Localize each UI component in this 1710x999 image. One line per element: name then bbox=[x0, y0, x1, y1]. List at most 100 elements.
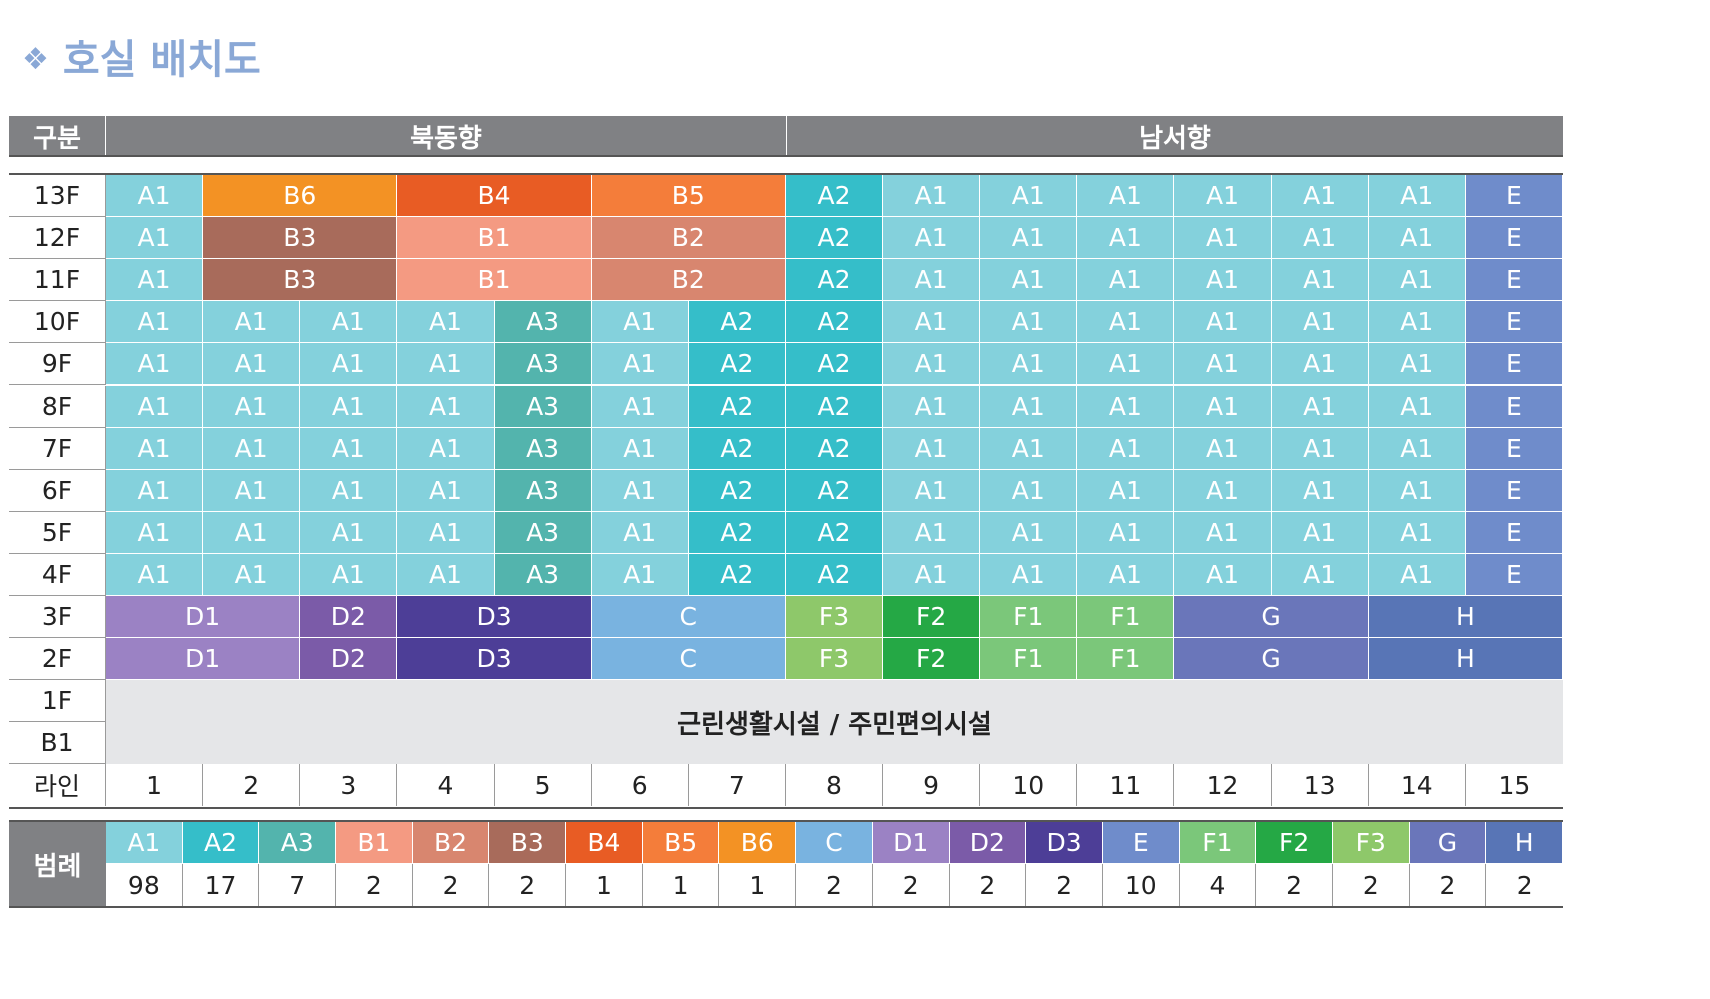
unit-cell: B2 bbox=[591, 259, 786, 302]
unit-cell: E bbox=[1465, 385, 1563, 428]
line-number: 5 bbox=[494, 764, 592, 807]
unit-cell: A1 bbox=[591, 511, 689, 554]
unit-cell: A2 bbox=[785, 427, 884, 470]
legend-count: 2 bbox=[489, 864, 567, 906]
line-number: 11 bbox=[1077, 764, 1175, 807]
floor-label: 9F bbox=[9, 343, 106, 386]
unit-cell: A1 bbox=[883, 511, 981, 554]
unit-cell: A2 bbox=[688, 511, 786, 554]
floor-label: 5F bbox=[9, 511, 106, 554]
common-facility-block: 근린생활시설 / 주민편의시설 bbox=[106, 680, 1563, 765]
legend-swatch: B2 bbox=[412, 822, 490, 864]
unit-cell: A1 bbox=[397, 553, 495, 596]
unit-cell: A3 bbox=[494, 343, 592, 386]
unit-cell: A1 bbox=[1077, 511, 1175, 554]
unit-cell: A1 bbox=[1174, 259, 1272, 302]
unit-cell: A1 bbox=[980, 385, 1078, 428]
legend-count: 1 bbox=[642, 864, 720, 906]
legend-count: 2 bbox=[412, 864, 490, 906]
unit-cell: A1 bbox=[883, 301, 981, 344]
unit-cell: A1 bbox=[883, 175, 981, 218]
unit-cell: D1 bbox=[106, 596, 301, 639]
diamond-cluster-icon: ❖ bbox=[22, 42, 49, 77]
legend-swatch: B6 bbox=[719, 822, 797, 864]
header-group-2: 남서향 bbox=[785, 116, 1563, 156]
unit-cell: A1 bbox=[883, 217, 981, 260]
unit-cell: A1 bbox=[106, 427, 204, 470]
unit-cell: A1 bbox=[397, 301, 495, 344]
unit-cell: A1 bbox=[1368, 385, 1466, 428]
table-top-rule bbox=[9, 173, 1563, 175]
legend-count: 4 bbox=[1179, 864, 1257, 906]
unit-cell: A2 bbox=[688, 427, 786, 470]
unit-cell: A1 bbox=[1368, 553, 1466, 596]
legend-swatch: G bbox=[1409, 822, 1487, 864]
unit-cell: H bbox=[1368, 638, 1563, 681]
floor-label: 4F bbox=[9, 553, 106, 596]
legend-swatch: A3 bbox=[259, 822, 337, 864]
unit-cell: A1 bbox=[300, 301, 398, 344]
unit-cell: B1 bbox=[397, 217, 592, 260]
unit-cell: A1 bbox=[1368, 175, 1466, 218]
unit-cell: A1 bbox=[300, 553, 398, 596]
unit-cell: A1 bbox=[1077, 385, 1175, 428]
line-number: 3 bbox=[300, 764, 398, 807]
unit-cell: E bbox=[1465, 217, 1563, 260]
legend-swatch: D2 bbox=[949, 822, 1027, 864]
unit-cell: A1 bbox=[1174, 175, 1272, 218]
legend-top-rule bbox=[9, 820, 1563, 822]
unit-cell: A1 bbox=[980, 343, 1078, 386]
legend-swatch: C bbox=[796, 822, 873, 864]
unit-cell: E bbox=[1465, 175, 1563, 218]
unit-cell: A3 bbox=[494, 553, 592, 596]
unit-cell: A1 bbox=[1271, 217, 1369, 260]
unit-cell: A3 bbox=[494, 301, 592, 344]
line-number: 1 bbox=[106, 764, 204, 807]
unit-cell: A1 bbox=[300, 469, 398, 512]
unit-cell: F1 bbox=[1077, 596, 1175, 639]
floor-label: 3F bbox=[9, 596, 106, 639]
unit-cell: A1 bbox=[1174, 343, 1272, 386]
legend-count: 2 bbox=[336, 864, 413, 906]
line-number: 2 bbox=[203, 764, 301, 807]
line-number: 6 bbox=[591, 764, 689, 807]
line-number: 15 bbox=[1465, 764, 1563, 807]
unit-cell: A1 bbox=[203, 553, 301, 596]
unit-cell: A1 bbox=[106, 259, 204, 302]
unit-cell: E bbox=[1465, 469, 1563, 512]
unit-cell: F3 bbox=[785, 596, 884, 639]
legend-count: 1 bbox=[719, 864, 797, 906]
unit-cell: A1 bbox=[883, 427, 981, 470]
page-title-text: 호실 배치도 bbox=[62, 37, 261, 83]
line-number: 4 bbox=[397, 764, 495, 807]
unit-cell: A2 bbox=[688, 469, 786, 512]
unit-cell: A1 bbox=[1368, 259, 1466, 302]
unit-cell: A1 bbox=[203, 343, 301, 386]
unit-cell: A1 bbox=[591, 553, 689, 596]
unit-cell: A2 bbox=[688, 385, 786, 428]
unit-cell: A2 bbox=[785, 343, 884, 386]
line-number: 9 bbox=[883, 764, 981, 807]
line-number: 14 bbox=[1368, 764, 1466, 807]
legend-swatch: D3 bbox=[1026, 822, 1103, 864]
unit-cell: A1 bbox=[1077, 553, 1175, 596]
unit-cell: A2 bbox=[785, 301, 884, 344]
legend-swatch: B1 bbox=[336, 822, 413, 864]
unit-cell: A1 bbox=[1271, 175, 1369, 218]
unit-cell: D3 bbox=[397, 596, 592, 639]
unit-cell: B2 bbox=[591, 217, 786, 260]
unit-cell: A2 bbox=[785, 175, 884, 218]
line-row-label: 라인 bbox=[9, 764, 106, 807]
legend-swatch: E bbox=[1102, 822, 1180, 864]
legend-count: 2 bbox=[1256, 864, 1333, 906]
unit-cell: A1 bbox=[1077, 427, 1175, 470]
unit-cell: A1 bbox=[1077, 343, 1175, 386]
unit-cell: A1 bbox=[883, 259, 981, 302]
legend-count: 2 bbox=[949, 864, 1027, 906]
unit-cell: B3 bbox=[203, 259, 398, 302]
line-number: 10 bbox=[980, 764, 1078, 807]
legend-count: 2 bbox=[1409, 864, 1487, 906]
unit-cell: E bbox=[1465, 427, 1563, 470]
legend-count: 10 bbox=[1102, 864, 1180, 906]
unit-cell: A3 bbox=[494, 385, 592, 428]
